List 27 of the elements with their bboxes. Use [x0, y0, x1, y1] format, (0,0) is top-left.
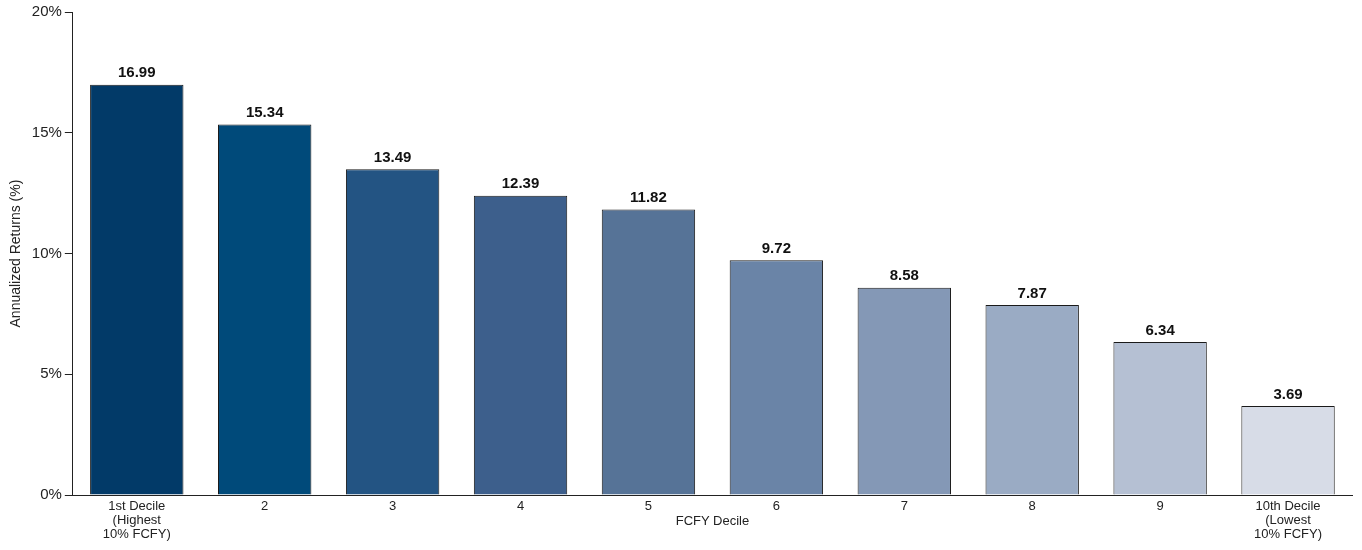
y-tick-label: 20%	[31, 2, 62, 20]
x-tick-label: 8	[1028, 497, 1036, 513]
data-label: 16.99	[118, 63, 156, 81]
x-tick-label: 7	[900, 497, 908, 513]
x-tick-label: 1st Decile (Highest 10% FCFY)	[102, 497, 171, 542]
x-axis-title: FCFY Decile	[675, 513, 750, 529]
x-tick-label: 5	[644, 497, 653, 513]
x-tick-label: 10th Decile (Lowest 10% FCFY)	[1254, 497, 1322, 542]
x-tick-label: 6	[772, 497, 780, 513]
x-tick-label: 9	[1156, 497, 1164, 513]
y-tick-label: 5%	[40, 364, 62, 382]
y-tick-label: 10%	[31, 243, 62, 261]
data-label: 7.87	[1017, 283, 1047, 301]
x-tick-label: 4	[516, 497, 525, 513]
data-label: 6.34	[1145, 320, 1176, 338]
data-label: 9.72	[761, 238, 791, 256]
y-axis-title: Annualized Returns (%)	[7, 179, 24, 328]
data-label: 8.58	[889, 266, 919, 284]
x-tick-label: 2	[261, 497, 269, 513]
data-label: 12.39	[501, 174, 540, 192]
data-label: 13.49	[373, 147, 412, 165]
data-label: 15.34	[245, 103, 285, 121]
y-tick-label: 0%	[40, 485, 62, 503]
x-tick-label: 3	[389, 497, 397, 513]
data-label: 11.82	[630, 188, 667, 206]
data-label: 3.69	[1273, 384, 1303, 402]
y-tick-label: 15%	[31, 122, 62, 140]
